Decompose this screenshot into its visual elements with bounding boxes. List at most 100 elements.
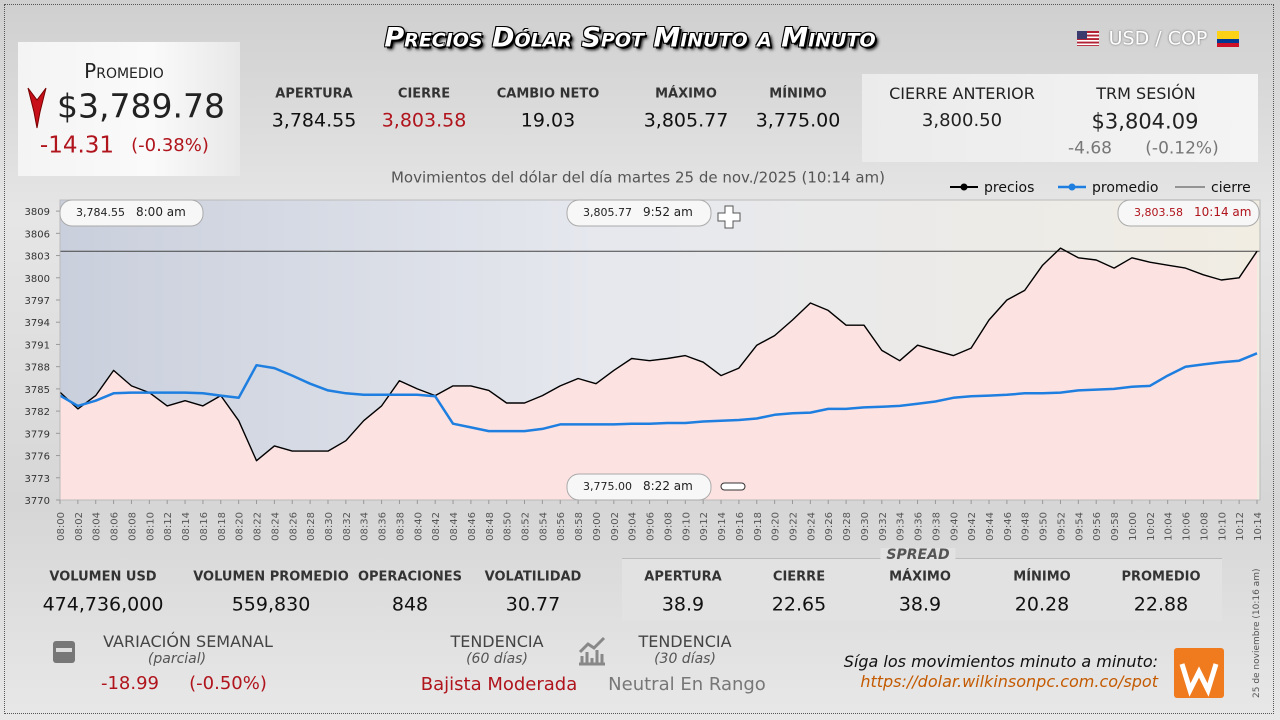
x-tick-label: 08:12: [163, 512, 174, 541]
x-tick-label: 08:16: [199, 512, 210, 541]
x-tick-label: 08:42: [431, 512, 442, 541]
annotation-time: 9:52 am: [643, 205, 693, 219]
x-tick-label: 09:22: [788, 512, 799, 541]
annotation-box: [59, 199, 204, 227]
crosshair-icon: [717, 205, 741, 229]
y-tick-label: 3776: [25, 452, 50, 463]
average-value: $3,789.78: [57, 86, 225, 126]
volume-value: 474,736,000: [42, 593, 164, 616]
x-tick-label: 08:24: [270, 512, 281, 541]
flag-us-stripe: [1077, 43, 1099, 46]
x-tick-label: 09:56: [1092, 512, 1103, 541]
down-arrow: [27, 87, 47, 129]
title: Precios Dólar Spot Minuto a Minuto: [384, 22, 876, 54]
spread-label: PROMEDIO: [1121, 569, 1201, 585]
x-tick-label: 09:32: [878, 512, 889, 541]
x-tick-label: 08:14: [181, 512, 192, 541]
y-tick-label: 3803: [25, 252, 50, 263]
session-label: APERTURA: [275, 86, 353, 102]
x-tick-label: 08:26: [288, 512, 299, 541]
x-tick-label: 09:10: [681, 512, 692, 541]
x-tick-label: 08:48: [485, 512, 496, 541]
y-tick-label: 3773: [25, 474, 50, 485]
x-tick-label: 08:50: [503, 512, 514, 541]
footer-link: https://dolar.wilkinsonpc.com.co/spot: [860, 672, 1158, 691]
x-tick-label: 08:46: [467, 512, 478, 541]
x-tick-label: 08:00: [56, 512, 67, 541]
calendar-icon-inner: [56, 648, 72, 652]
series-line: [59, 247, 1258, 462]
x-tick-label: 08:30: [324, 512, 335, 541]
x-tick-label: 10:08: [1199, 512, 1210, 541]
weekly-change-pct: (-0.50%): [189, 673, 267, 694]
spread-value: 38.9: [661, 593, 705, 616]
x-tick-label: 10:14: [1253, 512, 1264, 541]
x-tick-label: 09:40: [949, 512, 960, 541]
legend-label: precios: [984, 180, 1034, 196]
x-tick-label: 08:38: [395, 512, 406, 541]
y-tick-label: 3779: [25, 429, 50, 440]
x-tick-label: 08:34: [360, 512, 371, 541]
trend-icon: [578, 636, 606, 666]
x-tick-label: 09:58: [1110, 512, 1121, 541]
x-tick-label: 10:04: [1164, 512, 1175, 541]
x-tick-label: 09:44: [985, 512, 996, 541]
x-tick-label: 10:12: [1235, 512, 1246, 541]
trend-period: (30 días): [654, 651, 716, 667]
x-tick-label: 08:40: [413, 512, 424, 541]
flag-co-red: [1217, 43, 1239, 47]
volume-label: OPERACIONES: [357, 569, 463, 585]
x-tick-label: 08:58: [574, 512, 585, 541]
x-tick-label: 09:16: [735, 512, 746, 541]
trend-label: TENDENCIA: [450, 632, 544, 651]
x-tick-label: 08:28: [306, 512, 317, 541]
minus-icon: [720, 482, 746, 491]
x-tick-label: 09:04: [628, 512, 639, 541]
spread-value: 20.28: [1014, 593, 1070, 616]
x-tick-label: 08:06: [110, 512, 121, 541]
trend-value: Neutral En Rango: [608, 674, 766, 695]
x-tick-label: 09:34: [896, 512, 907, 541]
y-tick-label: 3794: [25, 318, 50, 329]
trm-label: TRM SESIÓN: [1096, 84, 1196, 103]
x-tick-label: 08:54: [538, 512, 549, 541]
trend-value: Bajista Moderada: [420, 674, 578, 695]
y-tick-label: 3782: [25, 407, 50, 418]
flag-co-blue: [1217, 39, 1239, 43]
annotation-box: [1117, 199, 1260, 227]
x-tick-label: 09:48: [1021, 512, 1032, 541]
session-label: CIERRE: [397, 86, 451, 102]
spread-box: [622, 558, 1222, 621]
annotation-value: 3,805.77: [583, 206, 632, 219]
x-tick-label: 08:44: [449, 512, 460, 541]
spread-value: 22.88: [1133, 593, 1189, 616]
average-label: Promedio: [84, 59, 164, 83]
logo-w: [1179, 663, 1219, 697]
spread-value: 22.65: [771, 593, 827, 616]
x-tick-label: 09:08: [663, 512, 674, 541]
annotation-time: 8:00 am: [136, 205, 186, 219]
flag-co-yellow: [1217, 31, 1239, 39]
y-tick-label: 3785: [25, 385, 50, 396]
x-tick-label: 09:36: [914, 512, 925, 541]
spread-label: APERTURA: [644, 569, 722, 585]
volume-label: VOLUMEN PROMEDIO: [193, 569, 349, 585]
session-value: 3,805.77: [643, 109, 729, 132]
volume-label: VOLUMEN USD: [49, 569, 157, 585]
average-box: [18, 42, 240, 176]
trend-label: TENDENCIA: [638, 632, 732, 651]
annotation-time: 10:14 am: [1194, 205, 1251, 219]
x-tick-label: 10:06: [1182, 512, 1193, 541]
x-tick-label: 09:00: [592, 512, 603, 541]
average-change-pct: (-0.38%): [131, 135, 209, 156]
y-tick-label: 3797: [25, 296, 50, 307]
trm-change-pct: (-0.12%): [1145, 138, 1219, 159]
session-value: 3,803.58: [381, 109, 467, 132]
x-tick-label: 10:02: [1146, 512, 1157, 541]
legend-label: promedio: [1092, 180, 1159, 196]
x-tick-label: 09:52: [1056, 512, 1067, 541]
x-tick-label: 08:02: [74, 512, 85, 541]
x-tick-label: 09:14: [717, 512, 728, 541]
weekly-note: (parcial): [147, 651, 207, 667]
footer-text: Síga los movimientos minuto a minuto:: [843, 652, 1158, 671]
